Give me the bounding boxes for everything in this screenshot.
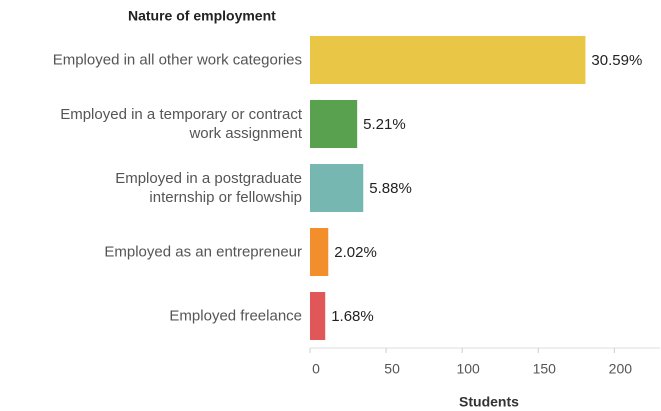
bar xyxy=(310,164,364,212)
x-tick-label: 50 xyxy=(384,361,400,377)
x-tick-label: 100 xyxy=(456,361,480,377)
chart-title: Nature of employment xyxy=(128,8,276,24)
bar xyxy=(310,292,326,340)
category-label: Employed freelance xyxy=(169,307,302,325)
category-label: Employed in a postgraduate internship or… xyxy=(115,170,302,206)
bar xyxy=(310,100,358,148)
x-tick-label: 0 xyxy=(312,361,320,377)
category-label: Employed as an entrepreneur xyxy=(104,243,302,261)
category-label: Employed in a temporary or contract work… xyxy=(60,106,302,142)
value-label: 2.02% xyxy=(334,244,377,261)
value-label: 1.68% xyxy=(331,308,374,325)
bar xyxy=(310,36,586,84)
bar xyxy=(310,228,329,276)
x-axis-title: Students xyxy=(459,394,519,410)
value-label: 5.88% xyxy=(369,180,412,197)
x-tick-label: 150 xyxy=(533,361,557,377)
x-tick-label: 200 xyxy=(609,361,633,377)
category-label: Employed in all other work categories xyxy=(52,51,302,69)
value-label: 5.21% xyxy=(363,116,406,133)
value-label: 30.59% xyxy=(591,52,642,69)
